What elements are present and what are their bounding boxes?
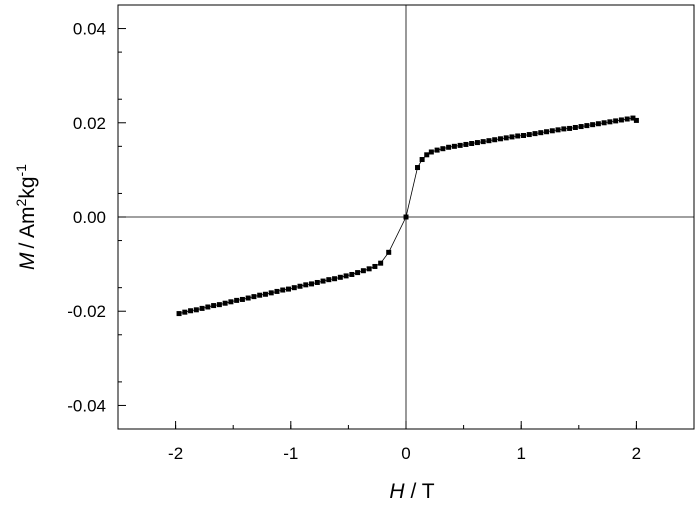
data-point <box>403 214 409 220</box>
data-point <box>285 286 291 292</box>
data-point <box>474 140 480 146</box>
data-point <box>205 304 211 310</box>
data-point <box>601 120 607 126</box>
data-point <box>532 131 538 137</box>
data-point <box>366 266 372 272</box>
data-point <box>590 122 596 128</box>
data-point <box>463 141 469 147</box>
data-point <box>343 273 349 279</box>
data-point <box>633 117 639 123</box>
data-point <box>526 132 532 138</box>
data-point <box>239 296 245 302</box>
x-tick-label: -2 <box>168 444 183 463</box>
data-point <box>509 134 515 140</box>
y-tick-label: 0.02 <box>73 114 106 133</box>
x-tick-label: 2 <box>632 444 641 463</box>
data-point <box>268 290 274 296</box>
data-point <box>372 263 378 269</box>
data-point <box>428 149 434 155</box>
data-point <box>320 278 326 284</box>
data-point <box>314 279 320 285</box>
data-point <box>584 123 590 129</box>
data-point <box>291 285 297 291</box>
data-point <box>193 307 199 313</box>
y-tick-label: -0.02 <box>67 302 106 321</box>
data-point <box>486 138 492 144</box>
data-point <box>303 282 309 288</box>
data-point <box>578 124 584 130</box>
data-point <box>515 133 521 139</box>
data-point <box>419 157 425 163</box>
data-point <box>234 297 240 303</box>
data-point <box>538 130 544 136</box>
data-point <box>555 127 561 133</box>
data-point <box>309 281 315 287</box>
data-point <box>228 299 234 305</box>
data-point <box>446 144 452 150</box>
data-point <box>497 136 503 142</box>
y-tick-label: -0.04 <box>67 396 106 415</box>
data-point <box>326 277 332 283</box>
x-axis-title: H / T <box>389 480 434 503</box>
y-axis-ticks: -0.04 -0.02 0.00 0.02 0.04 <box>67 4 126 430</box>
data-point <box>544 129 550 135</box>
data-point <box>182 309 188 315</box>
data-point <box>595 121 601 127</box>
data-point <box>434 147 440 153</box>
data-point <box>211 303 217 309</box>
data-points <box>176 115 639 317</box>
data-point <box>188 308 194 314</box>
data-point <box>607 119 613 125</box>
data-point <box>349 271 355 277</box>
y-tick-label: 0.04 <box>73 20 106 39</box>
data-point <box>424 152 430 158</box>
data-point <box>415 165 421 171</box>
x-tick-label: 1 <box>516 444 525 463</box>
x-tick-label: -1 <box>283 444 298 463</box>
data-point <box>451 143 457 149</box>
data-point <box>521 132 527 138</box>
data-point <box>457 142 463 148</box>
data-point <box>245 295 251 301</box>
data-point <box>572 124 578 130</box>
data-point <box>251 294 257 300</box>
data-point <box>613 118 619 124</box>
data-point <box>332 276 338 282</box>
x-tick-label: 0 <box>401 444 410 463</box>
data-point <box>503 135 509 141</box>
data-point <box>355 270 361 276</box>
data-point <box>274 288 280 294</box>
x-axis-ticks: -2 -1 0 1 2 <box>117 421 695 463</box>
data-point <box>492 137 498 143</box>
data-point <box>199 305 205 311</box>
data-point <box>216 302 222 308</box>
y-tick-label: 0.00 <box>73 208 106 227</box>
data-point <box>378 260 384 266</box>
data-point <box>222 300 228 306</box>
data-point <box>561 126 567 132</box>
data-point <box>176 311 182 317</box>
data-point <box>440 146 446 152</box>
data-point <box>360 268 366 274</box>
data-point <box>549 128 555 134</box>
data-point <box>262 291 268 297</box>
data-point <box>624 116 630 122</box>
data-point <box>618 117 624 123</box>
data-point <box>567 125 573 131</box>
data-point <box>386 249 392 255</box>
data-point <box>257 292 263 298</box>
y-axis-title: M/ Am2kg-1 <box>13 164 39 270</box>
data-point <box>337 274 343 280</box>
data-point <box>480 139 486 145</box>
data-point <box>280 287 286 293</box>
data-point <box>469 141 475 147</box>
data-point <box>630 115 636 121</box>
data-point <box>297 283 303 289</box>
